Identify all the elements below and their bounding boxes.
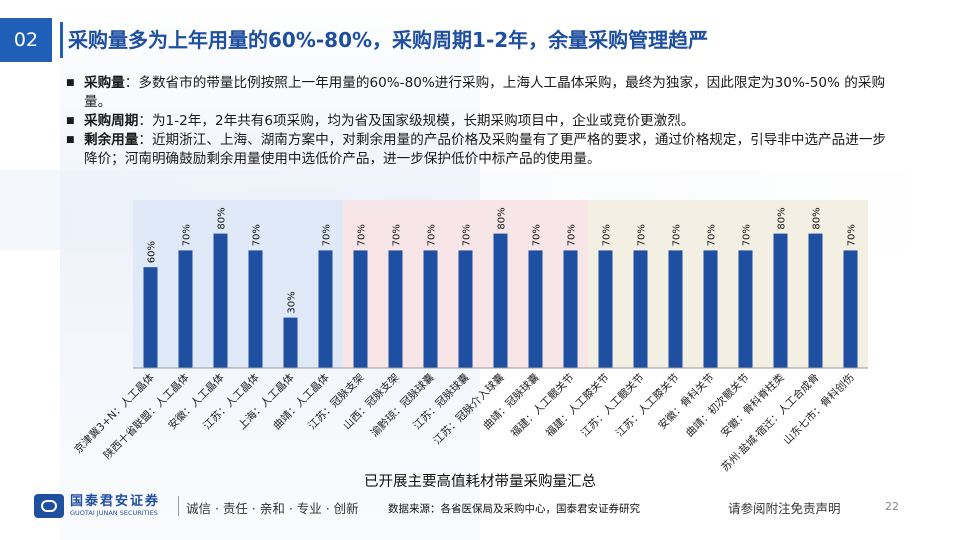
company-logo: 国泰君安证券 GUOTAI JUNAN SECURITIES (34, 494, 160, 518)
bar-value-label: 70% (392, 224, 403, 246)
bar-value-label: 70% (182, 224, 193, 246)
chart-bar (703, 250, 718, 368)
bullet-text: 采购量：多数省市的带量比例按照上一年用量的60%-80%进行采购，上海人工晶体采… (84, 74, 896, 112)
chart-bar (318, 250, 333, 368)
bullet-text: 采购周期：为1-2年，2年共有6项采购，均为省及国家级规模，长期采购项目中，企业… (84, 112, 694, 131)
bullet-item: ■ 采购周期：为1-2年，2年共有6项采购，均为省及国家级规模，长期采购项目中，… (66, 112, 896, 131)
footer-divider (178, 496, 179, 516)
bullet-text: 剩余用量：近期浙江、上海、湖南方案中，对剩余用量的产品价格及采购量有了更严格的要… (84, 131, 896, 169)
chart-bar (388, 250, 403, 368)
bar-value-label: 80% (777, 207, 788, 229)
x-axis-tick-label: 福建：人工髋关节 (508, 371, 577, 440)
x-axis-tick-label: 福建：人工膝关节 (543, 371, 612, 440)
bullet-list: ■ 采购量：多数省市的带量比例按照上一年用量的60%-80%进行采购，上海人工晶… (66, 74, 896, 169)
section-number-badge: 02 (0, 18, 52, 62)
logo-text-en: GUOTAI JUNAN SECURITIES (70, 509, 158, 517)
bar-value-label: 70% (532, 224, 543, 246)
page-title: 采购量多为上年用量的60%-80%，采购周期1-2年，余量采购管理趋严 (68, 28, 709, 52)
bullet-body: ：为1-2年，2年共有6项采购，均为省及国家级规模，长期采购项目中，企业或竞价更… (138, 113, 695, 129)
square-bullet-icon: ■ (66, 78, 75, 88)
chart-bar (563, 250, 578, 368)
x-axis-tick-label: 渝黔琼：冠脉球囊 (368, 371, 437, 440)
chart-bar (248, 250, 263, 368)
bar-value-label: 70% (847, 224, 858, 246)
x-axis-tick-label: 江苏：人工髋关节 (578, 371, 647, 440)
bar-value-label: 30% (287, 291, 298, 313)
x-axis-tick-label: 曲靖：初次髋关节 (683, 371, 752, 440)
chart-bar (738, 250, 753, 368)
logo-text-cn: 国泰君安证券 (70, 494, 161, 509)
disclaimer-link[interactable]: 请参阅附注免责声明 (728, 501, 841, 516)
bar-value-label: 70% (742, 224, 753, 246)
bullet-label: 剩余用量 (84, 132, 139, 148)
chart-bar (178, 250, 193, 368)
chart-bar (598, 250, 613, 368)
bullet-item: ■ 剩余用量：近期浙江、上海、湖南方案中，对剩余用量的产品价格及采购量有了更严格… (66, 131, 896, 169)
chart-bar (668, 250, 683, 368)
square-bullet-icon: ■ (66, 116, 75, 126)
chart-bar (528, 250, 543, 368)
title-accent-bar (60, 22, 63, 58)
chart-bar (773, 233, 788, 368)
chart-bar (283, 317, 298, 368)
chart-bar (143, 267, 158, 368)
bar-value-label: 70% (602, 224, 613, 246)
bar-value-label: 60% (147, 241, 158, 263)
logo-icon (34, 494, 64, 518)
page-number: 22 (885, 500, 899, 513)
bar-value-label: 70% (252, 224, 263, 246)
bar-value-label: 80% (497, 207, 508, 229)
chart-bar (213, 233, 228, 368)
x-axis-tick-label: 江苏：人工膝关节 (613, 371, 682, 440)
square-bullet-icon: ■ (66, 135, 75, 145)
chart-title: 已开展主要高值耗材带量采购量汇总 (364, 474, 596, 490)
bar-value-label: 70% (357, 224, 368, 246)
chart-bar (843, 250, 858, 368)
chart-background-band (588, 200, 868, 368)
chart-bar (458, 250, 473, 368)
bullet-label: 采购周期 (84, 113, 139, 129)
bar-value-label: 70% (637, 224, 648, 246)
bar-value-label: 70% (322, 224, 333, 246)
bullet-body: ：近期浙江、上海、湖南方案中，对剩余用量的产品价格及采购量有了更严格的要求，通过… (84, 132, 887, 167)
chart-bar (353, 250, 368, 368)
chart-background-band (133, 200, 343, 368)
bar-value-label: 80% (812, 207, 823, 229)
bullet-body: ：多数省市的带量比例按照上一年用量的60%-80%进行采购，上海人工晶体采购，最… (84, 75, 886, 110)
bar-value-label: 70% (567, 224, 578, 246)
x-axis-tick-label: 安徽：骨科脊柱类 (718, 371, 787, 440)
chart-bar (633, 250, 648, 368)
bullet-item: ■ 采购量：多数省市的带量比例按照上一年用量的60%-80%进行采购，上海人工晶… (66, 74, 896, 112)
company-slogan: 诚信 · 责任 · 亲和 · 专业 · 创新 (186, 501, 359, 516)
chart-bar (493, 233, 508, 368)
data-source: 数据来源：各省医保局及采购中心，国泰君安证券研究 (388, 503, 640, 515)
chart-bar (423, 250, 438, 368)
bullet-label: 采购量 (84, 75, 125, 91)
bar-value-label: 70% (462, 224, 473, 246)
bar-value-label: 70% (427, 224, 438, 246)
bar-value-label: 80% (217, 207, 228, 229)
bar-value-label: 70% (707, 224, 718, 246)
chart-bar (808, 233, 823, 368)
bar-value-label: 70% (672, 224, 683, 246)
